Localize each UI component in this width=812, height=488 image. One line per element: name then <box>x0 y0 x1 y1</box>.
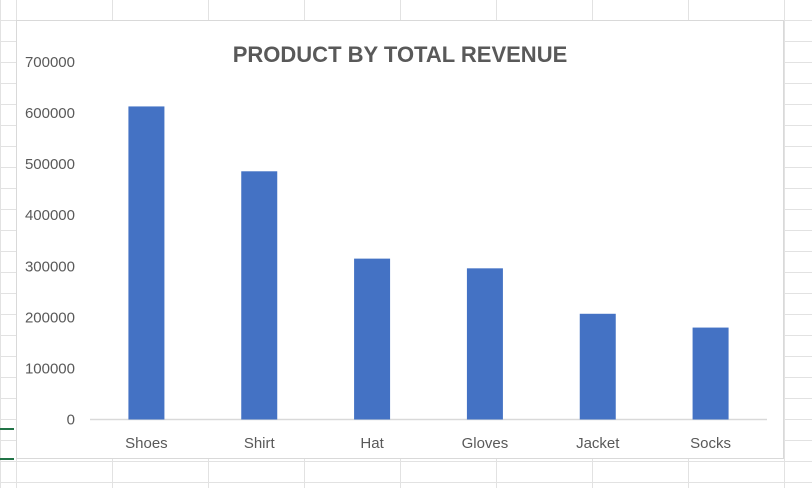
x-tick-label: Gloves <box>462 435 509 452</box>
y-tick-label: 400000 <box>25 207 75 224</box>
y-tick-label: 200000 <box>25 309 75 326</box>
y-tick-label: 0 <box>67 412 75 429</box>
y-tick-label: 100000 <box>25 360 75 377</box>
y-tick-label: 500000 <box>25 156 75 173</box>
bar-shirt[interactable] <box>241 171 278 420</box>
y-tick-label: 300000 <box>25 258 75 275</box>
x-tick-label: Hat <box>360 435 384 452</box>
selection-marker-bottom <box>0 458 14 460</box>
chart-title[interactable]: PRODUCT BY TOTAL REVENUE <box>233 42 568 67</box>
x-tick-label: Shirt <box>244 435 276 452</box>
bar-jacket[interactable] <box>579 313 616 420</box>
x-tick-label: Shoes <box>125 435 168 452</box>
x-axis-tick-labels: Shoes Shirt Hat Gloves Jacket Socks <box>125 435 731 452</box>
x-tick-label: Socks <box>690 435 731 452</box>
selection-marker-top <box>0 428 14 430</box>
bar-socks[interactable] <box>692 327 729 420</box>
y-tick-label: 700000 <box>25 54 75 71</box>
x-tick-label: Jacket <box>576 435 620 452</box>
y-tick-label: 600000 <box>25 105 75 122</box>
bars[interactable] <box>128 106 729 420</box>
bar-hat[interactable] <box>354 258 391 420</box>
bar-shoes[interactable] <box>128 106 165 420</box>
y-axis-tick-labels: 0 100000 200000 300000 400000 500000 600000 700… <box>25 54 75 429</box>
bar-gloves[interactable] <box>466 268 503 420</box>
